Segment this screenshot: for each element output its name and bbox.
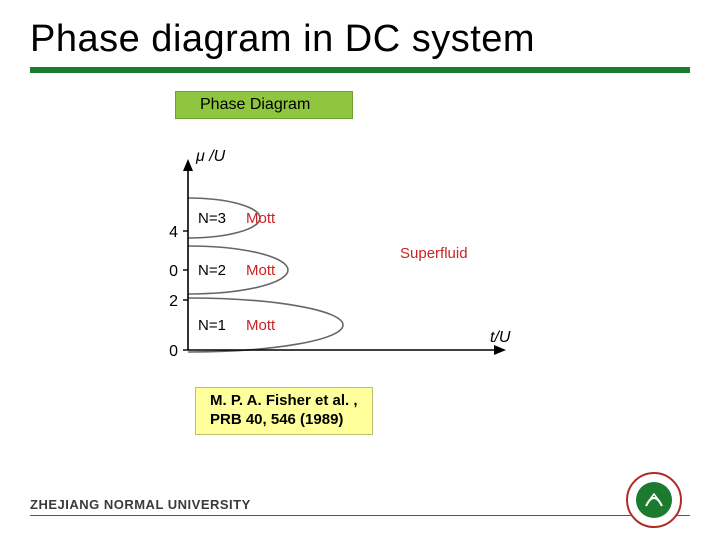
y-tick-label: 0 — [169, 343, 178, 360]
phase-diagram-badge: Phase Diagram — [175, 91, 353, 119]
footer-text: ZHEJIANG NORMAL UNIVERSITY — [30, 497, 690, 515]
university-logo — [626, 472, 682, 528]
content-area: Phase Diagram N=1 Mott N=2 Mott N=3 Mott μ /U t… — [0, 73, 720, 453]
citation-box: M. P. A. Fisher et al. , PRB 40, 546 (19… — [195, 387, 373, 435]
footer-line — [30, 515, 690, 516]
x-axis-arrow — [494, 345, 506, 355]
footer: ZHEJIANG NORMAL UNIVERSITY — [30, 497, 690, 516]
lobe-mott-label: Mott — [246, 317, 276, 334]
page-title: Phase diagram in DC system — [0, 0, 720, 67]
phase-diagram-chart: N=1 Mott N=2 Mott N=3 Mott μ /U t/U 0 2 0 4 Superfl… — [140, 135, 540, 365]
y-tick-label: 0 — [169, 263, 178, 280]
superfluid-label: Superfluid — [400, 245, 468, 262]
citation-line2: PRB 40, 546 (1989) — [210, 411, 358, 430]
x-axis-label: t/U — [490, 329, 511, 346]
y-axis-label: μ /U — [195, 148, 226, 165]
lobe-n-label: N=1 — [198, 317, 226, 334]
logo-inner-circle — [636, 482, 672, 518]
y-tick-label: 4 — [169, 224, 178, 241]
citation-line1: M. P. A. Fisher et al. , — [210, 392, 358, 411]
y-axis-arrow — [183, 159, 193, 171]
lobe-n-label: N=3 — [198, 210, 226, 227]
chart-svg: N=1 Mott N=2 Mott N=3 Mott μ /U t/U 0 2 0 4 — [140, 135, 540, 365]
y-tick-label: 2 — [169, 293, 178, 310]
lobe-mott-label: Mott — [246, 210, 276, 227]
lobe-n-label: N=2 — [198, 262, 226, 279]
logo-svg — [626, 472, 682, 528]
lobe-mott-label: Mott — [246, 262, 276, 279]
